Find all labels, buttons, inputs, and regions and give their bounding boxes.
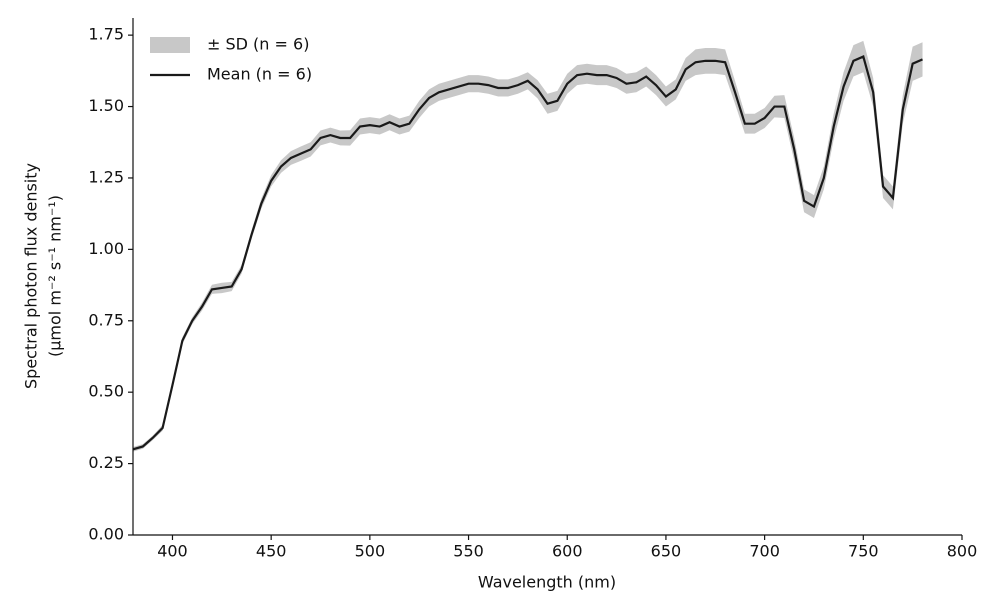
legend-swatch	[150, 37, 190, 53]
y-tick-label: 1.00	[88, 239, 124, 258]
mean-line	[132, 55, 923, 451]
y-tick-label: 1.50	[88, 96, 124, 115]
y-tick-label: 1.75	[88, 25, 124, 44]
x-tick-label: 800	[947, 542, 978, 561]
legend-label: Mean (n = 6)	[207, 65, 312, 84]
x-tick-label: 400	[157, 542, 188, 561]
legend-label: ± SD (n = 6)	[207, 35, 309, 54]
y-tick-label: 0.25	[88, 453, 124, 472]
x-tick-label: 750	[848, 542, 879, 561]
sd-band	[133, 40, 923, 452]
x-tick-label: 700	[749, 542, 780, 561]
x-tick-label: 650	[651, 542, 682, 561]
x-tick-label: 500	[355, 542, 386, 561]
y-axis-label: Spectral photon flux density	[22, 163, 41, 389]
y-tick-label: 0.00	[88, 525, 124, 544]
y-tick-label: 0.50	[88, 382, 124, 401]
x-tick-label: 600	[552, 542, 583, 561]
y-tick-label: 0.75	[88, 310, 124, 329]
y-tick-label: 1.25	[88, 167, 124, 186]
x-tick-label: 550	[453, 542, 484, 561]
y-axis-label: (μmol m⁻² s⁻¹ nm⁻¹)	[46, 195, 65, 357]
x-tick-label: 450	[256, 542, 287, 561]
x-axis-label: Wavelength (nm)	[478, 573, 616, 592]
